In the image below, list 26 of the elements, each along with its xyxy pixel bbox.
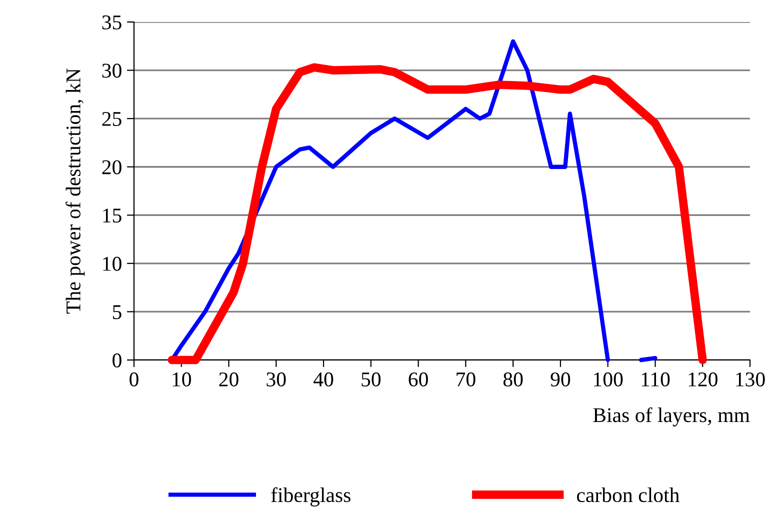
legend-label: carbon cloth [576, 488, 680, 502]
y-tick-label: 0 [112, 353, 122, 368]
x-tick-label: 110 [642, 372, 670, 386]
x-tick-label: 120 [688, 372, 718, 386]
x-tick-label: 10 [172, 372, 192, 386]
y-tick-label: 35 [102, 15, 122, 30]
y-axis-title: The power of destruction, kN [66, 68, 85, 314]
x-tick-label: 90 [550, 372, 570, 386]
y-tick-label: 20 [102, 160, 122, 174]
x-tick-label: 0 [130, 372, 138, 386]
x-tick-label: 20 [219, 372, 238, 386]
x-tick-label: 30 [266, 372, 286, 386]
y-tick-label: 25 [102, 112, 122, 126]
y-tick-label: 15 [103, 208, 122, 223]
y-tick-label: 5 [112, 305, 122, 320]
x-tick-label: 60 [408, 372, 428, 386]
x-tick-label: 130 [736, 372, 765, 386]
x-tick-label: 80 [503, 372, 523, 386]
legend-label: fiberglass [271, 487, 350, 506]
x-tick-label: 70 [456, 372, 476, 386]
x-axis-title: Bias of layers, mm [593, 407, 750, 426]
x-tick-label: 40 [314, 372, 334, 386]
y-tick-label: 10 [103, 256, 122, 271]
x-tick-label: 100 [594, 372, 623, 386]
x-tick-label: 50 [362, 372, 381, 386]
y-tick-label: 30 [102, 64, 122, 78]
